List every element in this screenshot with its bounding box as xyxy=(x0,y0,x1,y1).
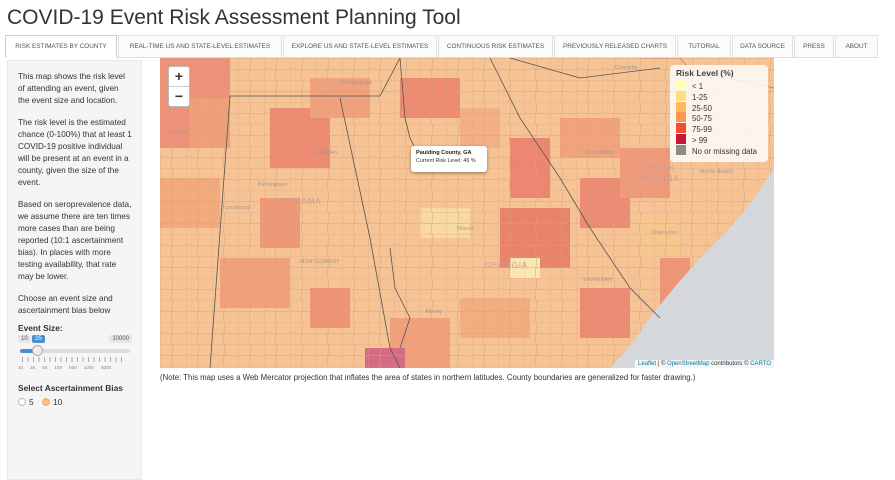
carto-link[interactable]: CARTO xyxy=(750,361,771,367)
osm-link[interactable]: OpenStreetMap xyxy=(667,361,710,367)
legend-swatch xyxy=(676,90,686,101)
legend-label: > 99 xyxy=(692,135,708,145)
page-title: COVID-19 Event Risk Assessment Planning … xyxy=(7,6,461,29)
tab-press[interactable]: PRESS xyxy=(794,35,834,57)
attribution-contributors: contributors xyxy=(711,361,743,367)
bias-option-10[interactable]: 10 xyxy=(42,397,62,407)
legend-label: 50-75 xyxy=(692,114,712,124)
slider-handle[interactable] xyxy=(32,345,43,356)
zoom-in-button[interactable]: + xyxy=(174,68,184,84)
tick-label: 50 xyxy=(42,365,48,370)
legend-swatch xyxy=(676,101,686,112)
tab-bar: RISK ESTIMATES BY COUNTY REAL-TIME US AN… xyxy=(5,35,878,58)
legend-label: No or missing data xyxy=(692,146,758,156)
legend-swatch xyxy=(676,80,686,90)
bias-option-label: 10 xyxy=(53,397,63,407)
bias-option-5[interactable]: 5 xyxy=(18,397,34,407)
map-label-macon: Macon xyxy=(458,226,475,232)
map-label-chattanooga: Chattanooga xyxy=(340,80,372,86)
slider-track[interactable] xyxy=(20,349,130,353)
zoom-out-button[interactable]: − xyxy=(169,86,189,106)
map-label-south: SOUTH xyxy=(642,164,674,173)
popup-risk-level: Current Risk Level: 46 % xyxy=(416,158,476,164)
legend-item: > 99 xyxy=(676,133,762,145)
popup-county-name: Paulding County, GA xyxy=(416,150,472,156)
zoom-control: + − xyxy=(168,66,190,107)
tick-label: 5000 xyxy=(100,365,112,370)
map-label-savannah: SAVANNAH xyxy=(583,277,613,283)
legend-swatch xyxy=(676,123,686,134)
tab-data-source[interactable]: DATA SOURCE xyxy=(732,35,793,57)
event-size-label: Event Size: xyxy=(18,323,63,333)
legend-item: 25-50 xyxy=(676,101,762,113)
legend-swatch xyxy=(676,133,686,144)
radio-button-selected[interactable] xyxy=(42,398,50,406)
tab-real-time-estimates[interactable]: REAL-TIME US AND STATE-LEVEL ESTIMATES xyxy=(118,35,282,57)
tick-label: 25 xyxy=(30,365,36,370)
tab-continuous-risk-estimates[interactable]: CONTINUOUS RISK ESTIMATES xyxy=(438,35,553,57)
event-size-slider[interactable]: 10 25 10000 10 25 50 100 500 1000 5000 xyxy=(18,335,132,375)
legend-item: 1-25 xyxy=(676,90,762,102)
tab-previously-released-charts[interactable]: PREVIOUSLY RELEASED CHARTS xyxy=(554,35,676,57)
legend-item: 75-99 xyxy=(676,123,762,134)
map-label-charlotte: Charlotte xyxy=(615,65,638,71)
slider-fill xyxy=(20,349,38,353)
legend-item: No or missing data xyxy=(676,144,762,156)
tab-about[interactable]: ABOUT xyxy=(835,35,878,57)
legend-title: Risk Level (%) xyxy=(676,68,734,78)
radio-button[interactable] xyxy=(18,398,26,406)
map-attribution: Leaflet | © OpenStreetMap contributors ©… xyxy=(635,360,774,368)
bias-label: Select Ascertainment Bias xyxy=(18,383,123,393)
intro-text: This map shows the risk level of attendi… xyxy=(18,72,125,105)
slider-ticks xyxy=(22,357,124,362)
slider-value-label: 25 xyxy=(32,335,45,343)
county-popup: Paulding County, GA Current Risk Level: … xyxy=(411,146,487,172)
ascertainment-bias-text: Based on seroprevalence data, we assume … xyxy=(18,200,132,281)
legend-label: 75-99 xyxy=(692,125,712,135)
map-label-carolina: CAROLINA xyxy=(632,174,680,183)
map-label-georgia: GEORGIA xyxy=(485,261,528,270)
map-label-tupelo: Tupelo xyxy=(170,130,187,136)
leaflet-link[interactable]: Leaflet xyxy=(638,361,657,367)
choose-instructions: Choose an event size and ascertainment b… xyxy=(18,294,113,315)
tick-label: 500 xyxy=(69,365,77,370)
bias-radio-group: 5 10 xyxy=(18,397,132,407)
risk-definition-text: The risk level is the estimated chance (… xyxy=(18,118,132,187)
legend-swatch xyxy=(676,144,686,155)
legend-swatch xyxy=(676,112,686,123)
tab-tutorial[interactable]: TUTORIAL xyxy=(677,35,731,57)
map-projection-note: (Note: This map uses a Web Mercator proj… xyxy=(160,373,696,382)
map-label-gadsden: Gadsden xyxy=(315,150,338,156)
map-label-tuscaloosa: Tuscaloosa xyxy=(222,205,251,211)
legend-label: < 1 xyxy=(692,82,704,91)
risk-map[interactable]: Chattanooga Charlotte Tupelo Gadsden Bir… xyxy=(160,58,774,368)
map-label-myrtle-beach: Myrtle Beach xyxy=(700,169,733,175)
map-label-albany: Albany xyxy=(425,309,443,315)
map-label-birmingham: Birmingham xyxy=(258,182,288,188)
map-label-alabama: ALABAMA xyxy=(278,197,322,206)
legend-item: < 1 xyxy=(676,80,762,91)
tab-explore-estimates[interactable]: EXPLORE US AND STATE-LEVEL ESTIMATES xyxy=(283,35,437,57)
tab-risk-estimates-by-county[interactable]: RISK ESTIMATES BY COUNTY xyxy=(5,35,117,58)
map-label-charleston: Charleston xyxy=(651,230,679,236)
slider-min-label: 10 xyxy=(18,335,31,343)
map-label-montgomery: MONTGOMERY xyxy=(300,259,340,265)
tick-label: 100 xyxy=(54,365,63,370)
legend-item: 50-75 xyxy=(676,112,762,123)
bias-option-label: 5 xyxy=(29,397,34,407)
tick-label: 1000 xyxy=(83,365,94,370)
slider-tick-labels: 10 25 50 100 500 1000 5000 xyxy=(18,365,132,370)
tick-label: 10 xyxy=(18,365,24,370)
map-label-columbia: COLUMBIA xyxy=(585,150,614,156)
sidebar-panel: This map shows the risk level of attendi… xyxy=(7,60,142,480)
slider-max-label: 10000 xyxy=(109,335,132,343)
legend-label: 1-25 xyxy=(692,92,708,102)
legend-label: 25-50 xyxy=(692,103,712,113)
map-legend: Risk Level (%) < 1 1-25 25-50 50-75 75-9… xyxy=(670,65,768,162)
